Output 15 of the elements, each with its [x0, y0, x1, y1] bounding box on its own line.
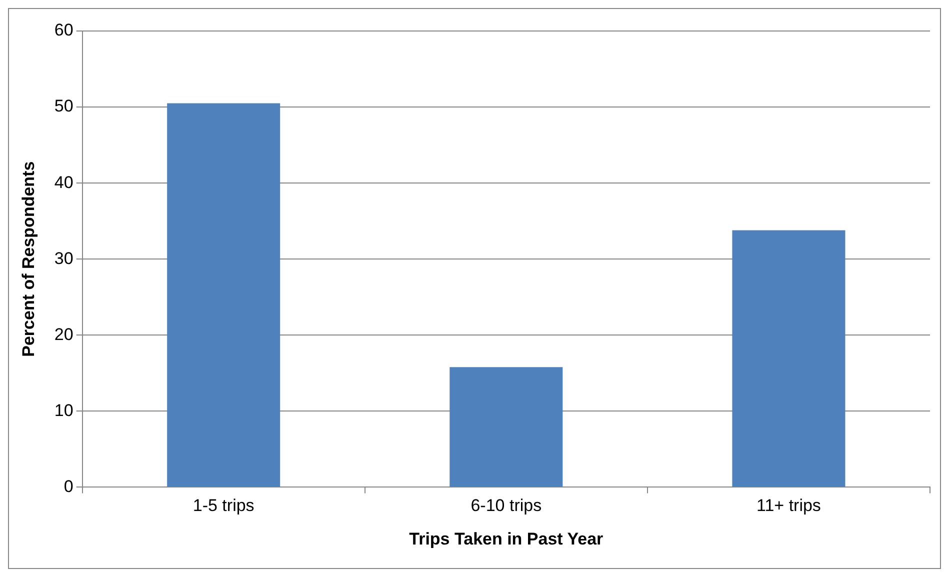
x-tick-label: 1-5 trips: [192, 496, 254, 516]
bar: [450, 367, 563, 487]
y-tick-label: 50: [54, 96, 74, 116]
y-axis-title: Percent of Respondents: [18, 161, 38, 357]
x-axis-title: Trips Taken in Past Year: [409, 529, 604, 548]
y-tick-label: 10: [54, 400, 74, 420]
x-tick-label: 11+ trips: [756, 496, 821, 516]
y-tick-label: 0: [64, 476, 74, 496]
bar: [732, 230, 846, 487]
x-tick-label: 6-10 trips: [470, 496, 542, 516]
y-tick-label: 20: [54, 324, 74, 344]
y-tick-label: 30: [54, 248, 74, 268]
y-tick-label: 60: [54, 20, 74, 40]
y-tick-label: 40: [54, 172, 74, 192]
bar: [167, 103, 280, 487]
